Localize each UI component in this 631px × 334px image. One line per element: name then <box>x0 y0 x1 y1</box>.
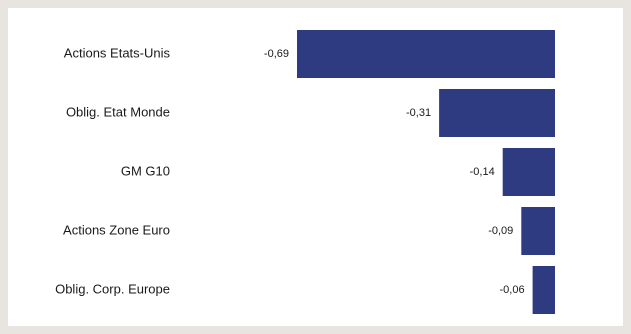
category-label: GM G10 <box>121 163 170 178</box>
bar-chart: Actions Etats-Unis -0,69 Oblig. Etat Monde… <box>55 30 555 314</box>
category-label: Actions Etats-Unis <box>64 45 171 60</box>
value-label: -0,06 <box>500 284 525 296</box>
value-label: -0,69 <box>264 48 289 60</box>
category-label: Oblig. Corp. Europe <box>55 281 170 296</box>
bar <box>502 148 555 196</box>
chart-panel: Actions Etats-Unis -0,69 Oblig. Etat Monde… <box>8 8 623 326</box>
value-label: -0,31 <box>406 107 431 119</box>
category-label: Actions Zone Euro <box>63 222 170 237</box>
bar <box>521 207 555 255</box>
category-label: Oblig. Etat Monde <box>66 104 170 119</box>
value-label: -0,09 <box>488 225 513 237</box>
value-label: -0,14 <box>470 166 495 178</box>
bar <box>297 30 555 78</box>
bar <box>439 89 555 137</box>
bar <box>532 266 555 314</box>
